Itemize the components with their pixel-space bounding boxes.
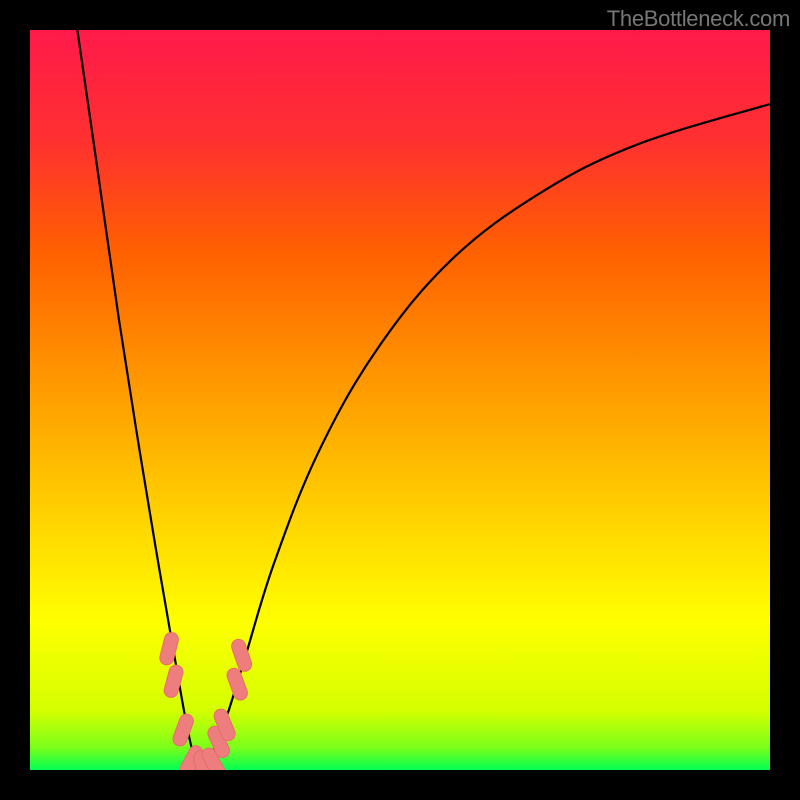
watermark-text: TheBottleneck.com (607, 6, 790, 32)
curve-right (200, 104, 770, 770)
curve-svg (30, 30, 770, 770)
data-marker (158, 631, 180, 666)
plot-area (30, 30, 770, 770)
chart-frame: TheBottleneck.com (0, 0, 800, 800)
marker-cluster (158, 631, 253, 770)
curve-left (77, 30, 200, 770)
data-marker (171, 712, 195, 748)
